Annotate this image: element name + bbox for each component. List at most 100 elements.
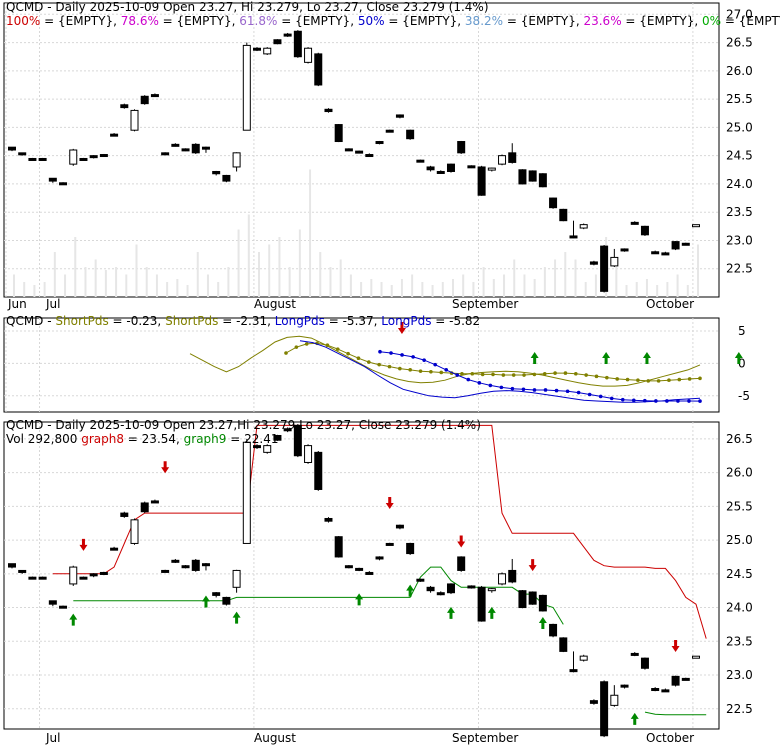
- bottom-arrow-down: [385, 496, 394, 509]
- mid-series-dot: [677, 377, 682, 382]
- volume-bar: [523, 274, 526, 297]
- volume-bar: [196, 252, 199, 297]
- bottom-y-tick: 25.0: [726, 533, 753, 547]
- top-candle: [140, 95, 149, 105]
- mid-series-dot: [542, 371, 547, 376]
- volume-bar: [135, 244, 138, 297]
- top-candle: [375, 141, 384, 145]
- mid-arrow-up: [734, 352, 743, 364]
- top-y-tick: 24.0: [726, 177, 753, 191]
- bottom-arrow-up: [69, 613, 78, 626]
- bottom-candle: [477, 586, 486, 622]
- bottom-candle: [8, 563, 16, 568]
- mid-series-dot: [687, 399, 691, 403]
- top-candle: [263, 47, 272, 55]
- top-candle: [334, 124, 343, 143]
- volume-bar: [615, 267, 618, 297]
- mid-series-dot: [408, 368, 413, 372]
- bottom-candle: [120, 512, 129, 517]
- bottom-arrow-down: [457, 535, 466, 548]
- bottom-candle: [334, 536, 343, 558]
- mid-series-dot: [631, 398, 636, 403]
- volume-bar: [400, 279, 403, 297]
- mid-series-dot: [304, 342, 309, 346]
- top-candle: [150, 94, 159, 98]
- volume-bar: [462, 274, 465, 297]
- bottom-candle: [498, 573, 507, 585]
- bottom-candle: [487, 588, 496, 592]
- top-x-label: Jun: [7, 297, 27, 311]
- volume-bar: [584, 282, 587, 297]
- mid-series-dot: [553, 371, 557, 375]
- top-y-tick: 26.5: [726, 36, 753, 50]
- top-candle: [477, 166, 486, 196]
- bottom-candle: [569, 669, 578, 673]
- top-y-tick: 23.0: [726, 233, 753, 247]
- volume-bar: [74, 237, 77, 297]
- volume-bar: [666, 282, 669, 297]
- top-candle: [253, 47, 262, 51]
- mid-series-dot: [455, 373, 460, 377]
- mid-series-dot: [667, 378, 671, 383]
- bottom-candle: [263, 445, 272, 453]
- mid-series-dot: [565, 389, 570, 394]
- mid-series-dot: [335, 347, 340, 351]
- mid-series-LongPds-line: [299, 340, 701, 403]
- bottom-x-label: October: [646, 731, 694, 745]
- volume-bar: [656, 285, 659, 297]
- mid-arrow-up: [530, 352, 539, 364]
- bottom-x-label: Jul: [45, 731, 60, 745]
- bottom-candle: [375, 556, 384, 560]
- volume-bar: [482, 267, 485, 297]
- top-candle: [314, 53, 323, 86]
- volume-bar: [206, 274, 209, 297]
- top-candle: [283, 33, 292, 37]
- volume-bar: [13, 274, 15, 297]
- volume-bar: [166, 282, 169, 297]
- bottom-candle: [651, 688, 660, 692]
- top-candle: [569, 235, 578, 239]
- mid-series-dot: [609, 396, 614, 401]
- bottom-candle: [222, 596, 231, 605]
- bottom-candle: [446, 583, 455, 594]
- mid-series-dot: [643, 398, 647, 403]
- mid-series-dot: [387, 364, 392, 369]
- mid-series-dot: [346, 351, 350, 356]
- top-candle: [8, 146, 16, 151]
- top-candle: [692, 224, 700, 228]
- volume-bar: [33, 285, 36, 297]
- bottom-candle: [579, 655, 588, 661]
- bottom-candle: [130, 519, 139, 544]
- mid-series-dot: [521, 387, 526, 392]
- mid-series-dot: [510, 386, 515, 391]
- top-x-label: September: [452, 297, 518, 311]
- top-y-tick: 25.5: [726, 92, 753, 106]
- top-candle: [212, 170, 221, 175]
- mid-series-dot: [543, 388, 548, 392]
- top-candle: [324, 108, 333, 113]
- volume-bar: [697, 244, 699, 297]
- top-candle: [549, 197, 558, 209]
- mid-series-dot: [491, 372, 495, 377]
- bottom-candle: [212, 592, 221, 596]
- mid-series-dot: [488, 383, 493, 388]
- bottom-candle: [324, 517, 333, 522]
- bottom-candle: [344, 565, 353, 569]
- mid-series-ShortPds-line: [189, 335, 701, 387]
- top-candle: [661, 252, 670, 256]
- mid-series-dot: [620, 397, 625, 402]
- bottom-candle: [538, 594, 547, 612]
- volume-bar: [319, 252, 322, 297]
- top-candle: [620, 248, 629, 252]
- top-candle: [589, 261, 598, 265]
- bottom-arrow-down: [79, 538, 88, 551]
- volume-bar: [451, 279, 454, 297]
- mid-series-dot: [418, 369, 423, 373]
- volume-bar: [594, 274, 597, 297]
- mid-series-LongPds-dots: [379, 351, 701, 402]
- volume-bar: [543, 267, 546, 297]
- top-candle: [232, 152, 241, 168]
- top-candle: [406, 129, 415, 140]
- bottom-candle: [692, 655, 700, 659]
- bottom-candle: [48, 600, 57, 605]
